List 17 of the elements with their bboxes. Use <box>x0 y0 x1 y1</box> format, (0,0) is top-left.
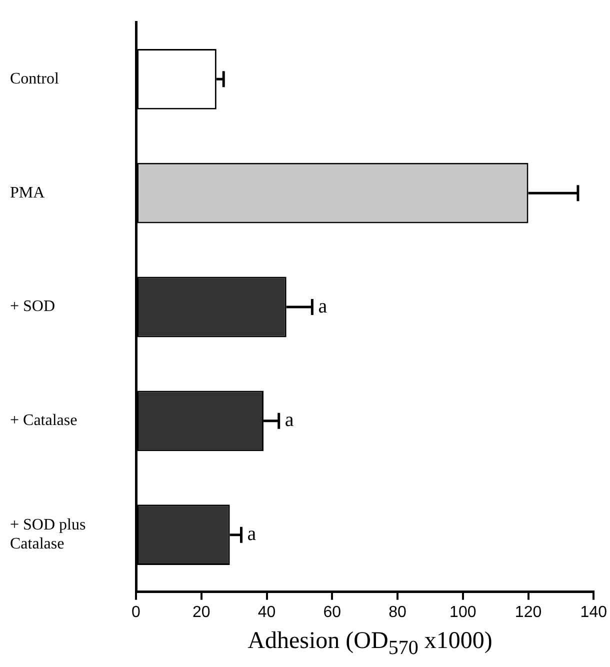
x-tick-label: 100 <box>450 604 476 621</box>
y-tick-label: + SOD <box>10 298 56 316</box>
y-tick-label: Control <box>10 70 60 88</box>
y-tick-label: + Catalase <box>10 412 78 430</box>
x-axis-title: Adhesion (OD$_{570}$ x1000) <box>246 628 494 660</box>
annotation: a <box>284 409 294 432</box>
x-tick-label: 60 <box>323 604 342 621</box>
x-tick-label: 20 <box>192 604 210 621</box>
y-tick-label: PMA <box>10 184 46 202</box>
annotation: a <box>247 523 256 546</box>
x-tick-label: 80 <box>388 604 407 621</box>
x-tick-label: 0 <box>132 604 141 621</box>
x-tick-label: 140 <box>580 604 608 621</box>
annotation: a <box>318 295 328 318</box>
y-tick-label: + SOD plus Catalase <box>10 516 86 553</box>
x-tick-label: 40 <box>258 604 276 621</box>
x-tick-label: 120 <box>514 604 542 621</box>
